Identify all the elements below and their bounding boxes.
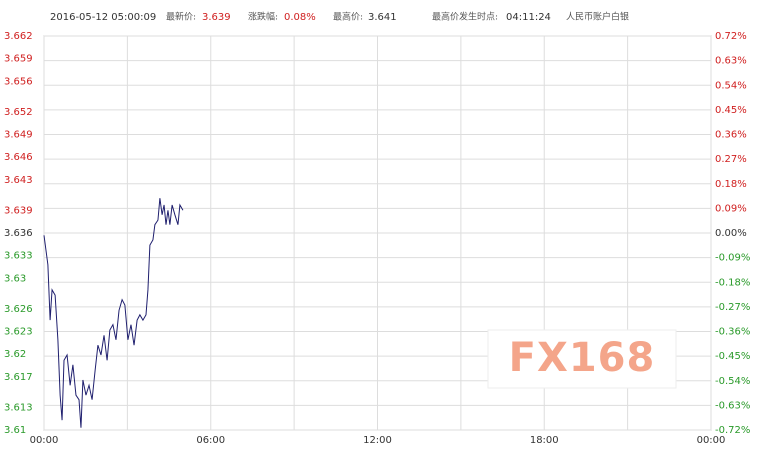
y2-tick-label: 0.00% — [715, 228, 747, 239]
y2-tick-label: -0.09% — [715, 253, 750, 264]
change-value: 0.08% — [284, 12, 316, 23]
high-time-value: 04:11:24 — [506, 12, 551, 23]
y2-tick-label: 0.63% — [715, 56, 747, 67]
watermark-text: FX168 — [509, 335, 656, 381]
x-tick-label: 18:00 — [530, 435, 559, 446]
y-tick-label: 3.636 — [4, 228, 33, 239]
watermark-box — [487, 329, 677, 389]
y-tick-label: 3.643 — [4, 175, 33, 186]
y-tick-label: 3.652 — [4, 107, 33, 118]
high-time-label: 最高价发生时点: — [432, 11, 498, 23]
latest-value: 3.639 — [202, 12, 231, 23]
y2-tick-label: 0.54% — [715, 80, 747, 91]
y2-tick-label: -0.27% — [715, 302, 750, 313]
y2-tick-label: -0.18% — [715, 277, 750, 288]
price-line — [43, 198, 184, 428]
y-tick-label: 3.649 — [4, 130, 33, 141]
y-tick-label: 3.613 — [4, 402, 33, 413]
y2-tick-label: 0.72% — [715, 31, 747, 42]
change-label: 涨跌幅: — [248, 11, 278, 23]
y-tick-label: 3.659 — [4, 54, 33, 65]
y2-tick-label: -0.54% — [715, 376, 750, 387]
y-tick-label: 3.617 — [4, 372, 33, 383]
y-tick-label: 3.61 — [4, 425, 26, 436]
y-tick-label: 3.639 — [4, 205, 33, 216]
y2-tick-label: 0.09% — [715, 203, 747, 214]
instrument: 人民币账户白银 — [566, 11, 629, 23]
y2-tick-label: 0.18% — [715, 179, 747, 190]
x-tick-label: 00:00 — [30, 435, 59, 446]
y-tick-label: 3.62 — [4, 349, 26, 360]
x-tick-label: 06:00 — [196, 435, 225, 446]
y2-tick-label: -0.63% — [715, 400, 750, 411]
y2-tick-label: -0.45% — [715, 351, 750, 362]
y2-tick-label: -0.36% — [715, 327, 750, 338]
x-tick-label: 12:00 — [363, 435, 392, 446]
x-tick-label: 00:00 — [697, 435, 726, 446]
timestamp: 2016-05-12 05:00:09 — [50, 12, 156, 23]
watermark: FX168 — [487, 329, 677, 389]
y2-tick-label: 0.36% — [715, 130, 747, 141]
y2-tick-label: 0.27% — [715, 154, 747, 165]
y2-tick-label: 0.45% — [715, 105, 747, 116]
y-tick-label: 3.662 — [4, 31, 33, 42]
high-label: 最高价: — [333, 11, 363, 23]
high-value: 3.641 — [368, 12, 397, 23]
y-tick-label: 3.656 — [4, 76, 33, 87]
y2-tick-label: -0.72% — [715, 425, 750, 436]
y-tick-label: 3.626 — [4, 304, 33, 315]
latest-label: 最新价: — [166, 11, 196, 23]
y-tick-label: 3.646 — [4, 152, 33, 163]
y-tick-label: 3.63 — [4, 273, 26, 284]
y-tick-label: 3.623 — [4, 327, 33, 338]
y-tick-label: 3.633 — [4, 251, 33, 262]
